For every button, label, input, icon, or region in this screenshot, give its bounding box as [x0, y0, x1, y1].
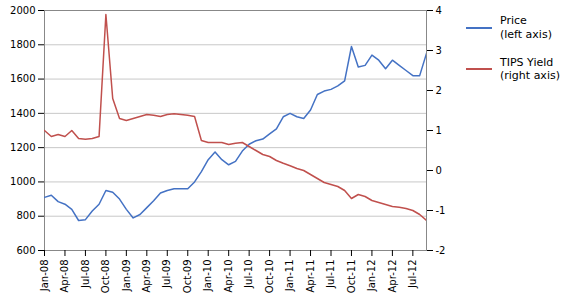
svg-text:2000: 2000 — [10, 5, 35, 16]
svg-text:Jul-08: Jul-08 — [80, 260, 91, 289]
svg-text:0: 0 — [436, 165, 442, 176]
svg-text:Apr-09: Apr-09 — [141, 260, 152, 293]
svg-text:Oct-11: Oct-11 — [346, 260, 357, 294]
svg-text:Jan-10: Jan-10 — [202, 260, 213, 293]
svg-text:-1: -1 — [436, 205, 446, 216]
svg-text:Apr-12: Apr-12 — [387, 260, 398, 293]
svg-text:1400: 1400 — [10, 108, 35, 119]
svg-text:Oct-08: Oct-08 — [100, 260, 111, 294]
html-text:TIPS Yield (right axis): TIPS Yield (right axis) — [500, 55, 560, 83]
svg-text:Oct-10: Oct-10 — [264, 260, 275, 294]
svg-text:Jul-09: Jul-09 — [161, 260, 172, 289]
svg-text:Jul-10: Jul-10 — [243, 260, 254, 289]
svg-text:Oct-09: Oct-09 — [182, 260, 193, 294]
svg-text:-2: -2 — [436, 245, 446, 256]
svg-text:1200: 1200 — [10, 142, 35, 153]
svg-text:Jan-08: Jan-08 — [39, 260, 50, 293]
html-text:Price (left axis): Price (left axis) — [500, 14, 552, 41]
svg-text:800: 800 — [16, 210, 35, 221]
svg-text:Apr-10: Apr-10 — [223, 260, 234, 293]
svg-text:1600: 1600 — [10, 73, 35, 84]
svg-text:1000: 1000 — [10, 176, 35, 187]
svg-text:Jul-12: Jul-12 — [407, 260, 418, 289]
svg-text:2: 2 — [436, 85, 442, 96]
svg-text:Jan-12: Jan-12 — [366, 260, 377, 293]
svg-text:600: 600 — [16, 245, 35, 256]
svg-text:3: 3 — [436, 45, 442, 56]
svg-text:Apr-08: Apr-08 — [59, 260, 70, 293]
svg-text:Apr-11: Apr-11 — [305, 260, 316, 293]
svg-text:1: 1 — [436, 125, 442, 136]
svg-text:Jan-11: Jan-11 — [284, 260, 295, 293]
svg-text:Jan-09: Jan-09 — [121, 260, 132, 293]
svg-text:1800: 1800 — [10, 39, 35, 50]
svg-text:4: 4 — [436, 5, 442, 16]
svg-text:Jul-11: Jul-11 — [325, 260, 336, 289]
